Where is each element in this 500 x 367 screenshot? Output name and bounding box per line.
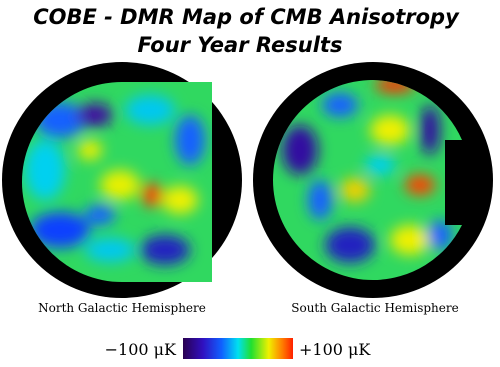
north-map [2,62,242,298]
map-label: South Galactic Hemisphere [291,301,458,315]
subtitle: Four Year Results [138,33,343,57]
colorbar [183,338,293,359]
map-label: North Galactic Hemisphere [38,301,206,315]
colorbar-min-label: −100 μK [105,340,177,359]
map-field [273,80,462,280]
south-map [253,62,493,298]
colorbar-max-label: +100 μK [299,340,371,359]
map-blobs [282,80,452,263]
title: COBE - DMR Map of CMB Anisotropy [33,5,460,29]
